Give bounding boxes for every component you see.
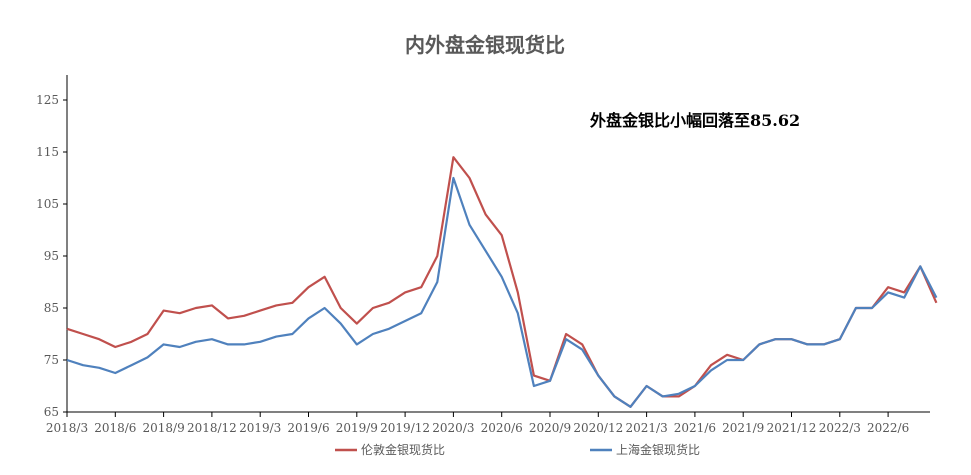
y-tick-label: 105 (36, 197, 59, 211)
x-tick-label: 2021/9 (722, 421, 764, 435)
x-tick-label: 2018/12 (187, 421, 237, 435)
y-tick-label: 115 (36, 145, 59, 159)
y-tick-label: 75 (44, 353, 59, 367)
x-tick-label: 2021/6 (674, 421, 716, 435)
x-tick-label: 2022/6 (867, 421, 909, 435)
x-tick-label: 2019/12 (380, 421, 430, 435)
x-tick-label: 2019/9 (336, 421, 378, 435)
x-tick-label: 2020/6 (481, 421, 523, 435)
x-tick-label: 2020/12 (573, 421, 623, 435)
x-tick-label: 2018/6 (94, 421, 136, 435)
x-tick-label: 2022/3 (819, 421, 861, 435)
chart-title: 内外盘金银现货比 (405, 33, 565, 57)
x-tick-label: 2018/3 (46, 421, 88, 435)
x-tick-label: 2021/12 (767, 421, 817, 435)
x-tick-label: 2020/3 (432, 421, 474, 435)
y-tick-label: 95 (44, 249, 59, 263)
y-tick-label: 85 (44, 301, 59, 315)
x-tick-label: 2019/6 (287, 421, 329, 435)
annotation: 外盘金银比小幅回落至85.62 (589, 111, 800, 130)
x-tick-label: 2021/3 (625, 421, 667, 435)
x-tick-label: 2018/9 (142, 421, 184, 435)
series-line (66, 176, 938, 408)
x-tick-label: 2020/9 (529, 421, 571, 435)
y-tick-label: 125 (36, 93, 59, 107)
legend-label: 伦敦金银现货比 (361, 442, 445, 457)
y-tick-label: 65 (44, 405, 59, 419)
series-line (66, 156, 938, 408)
legend-label: 上海金银现货比 (616, 442, 700, 457)
x-tick-label: 2019/3 (239, 421, 281, 435)
